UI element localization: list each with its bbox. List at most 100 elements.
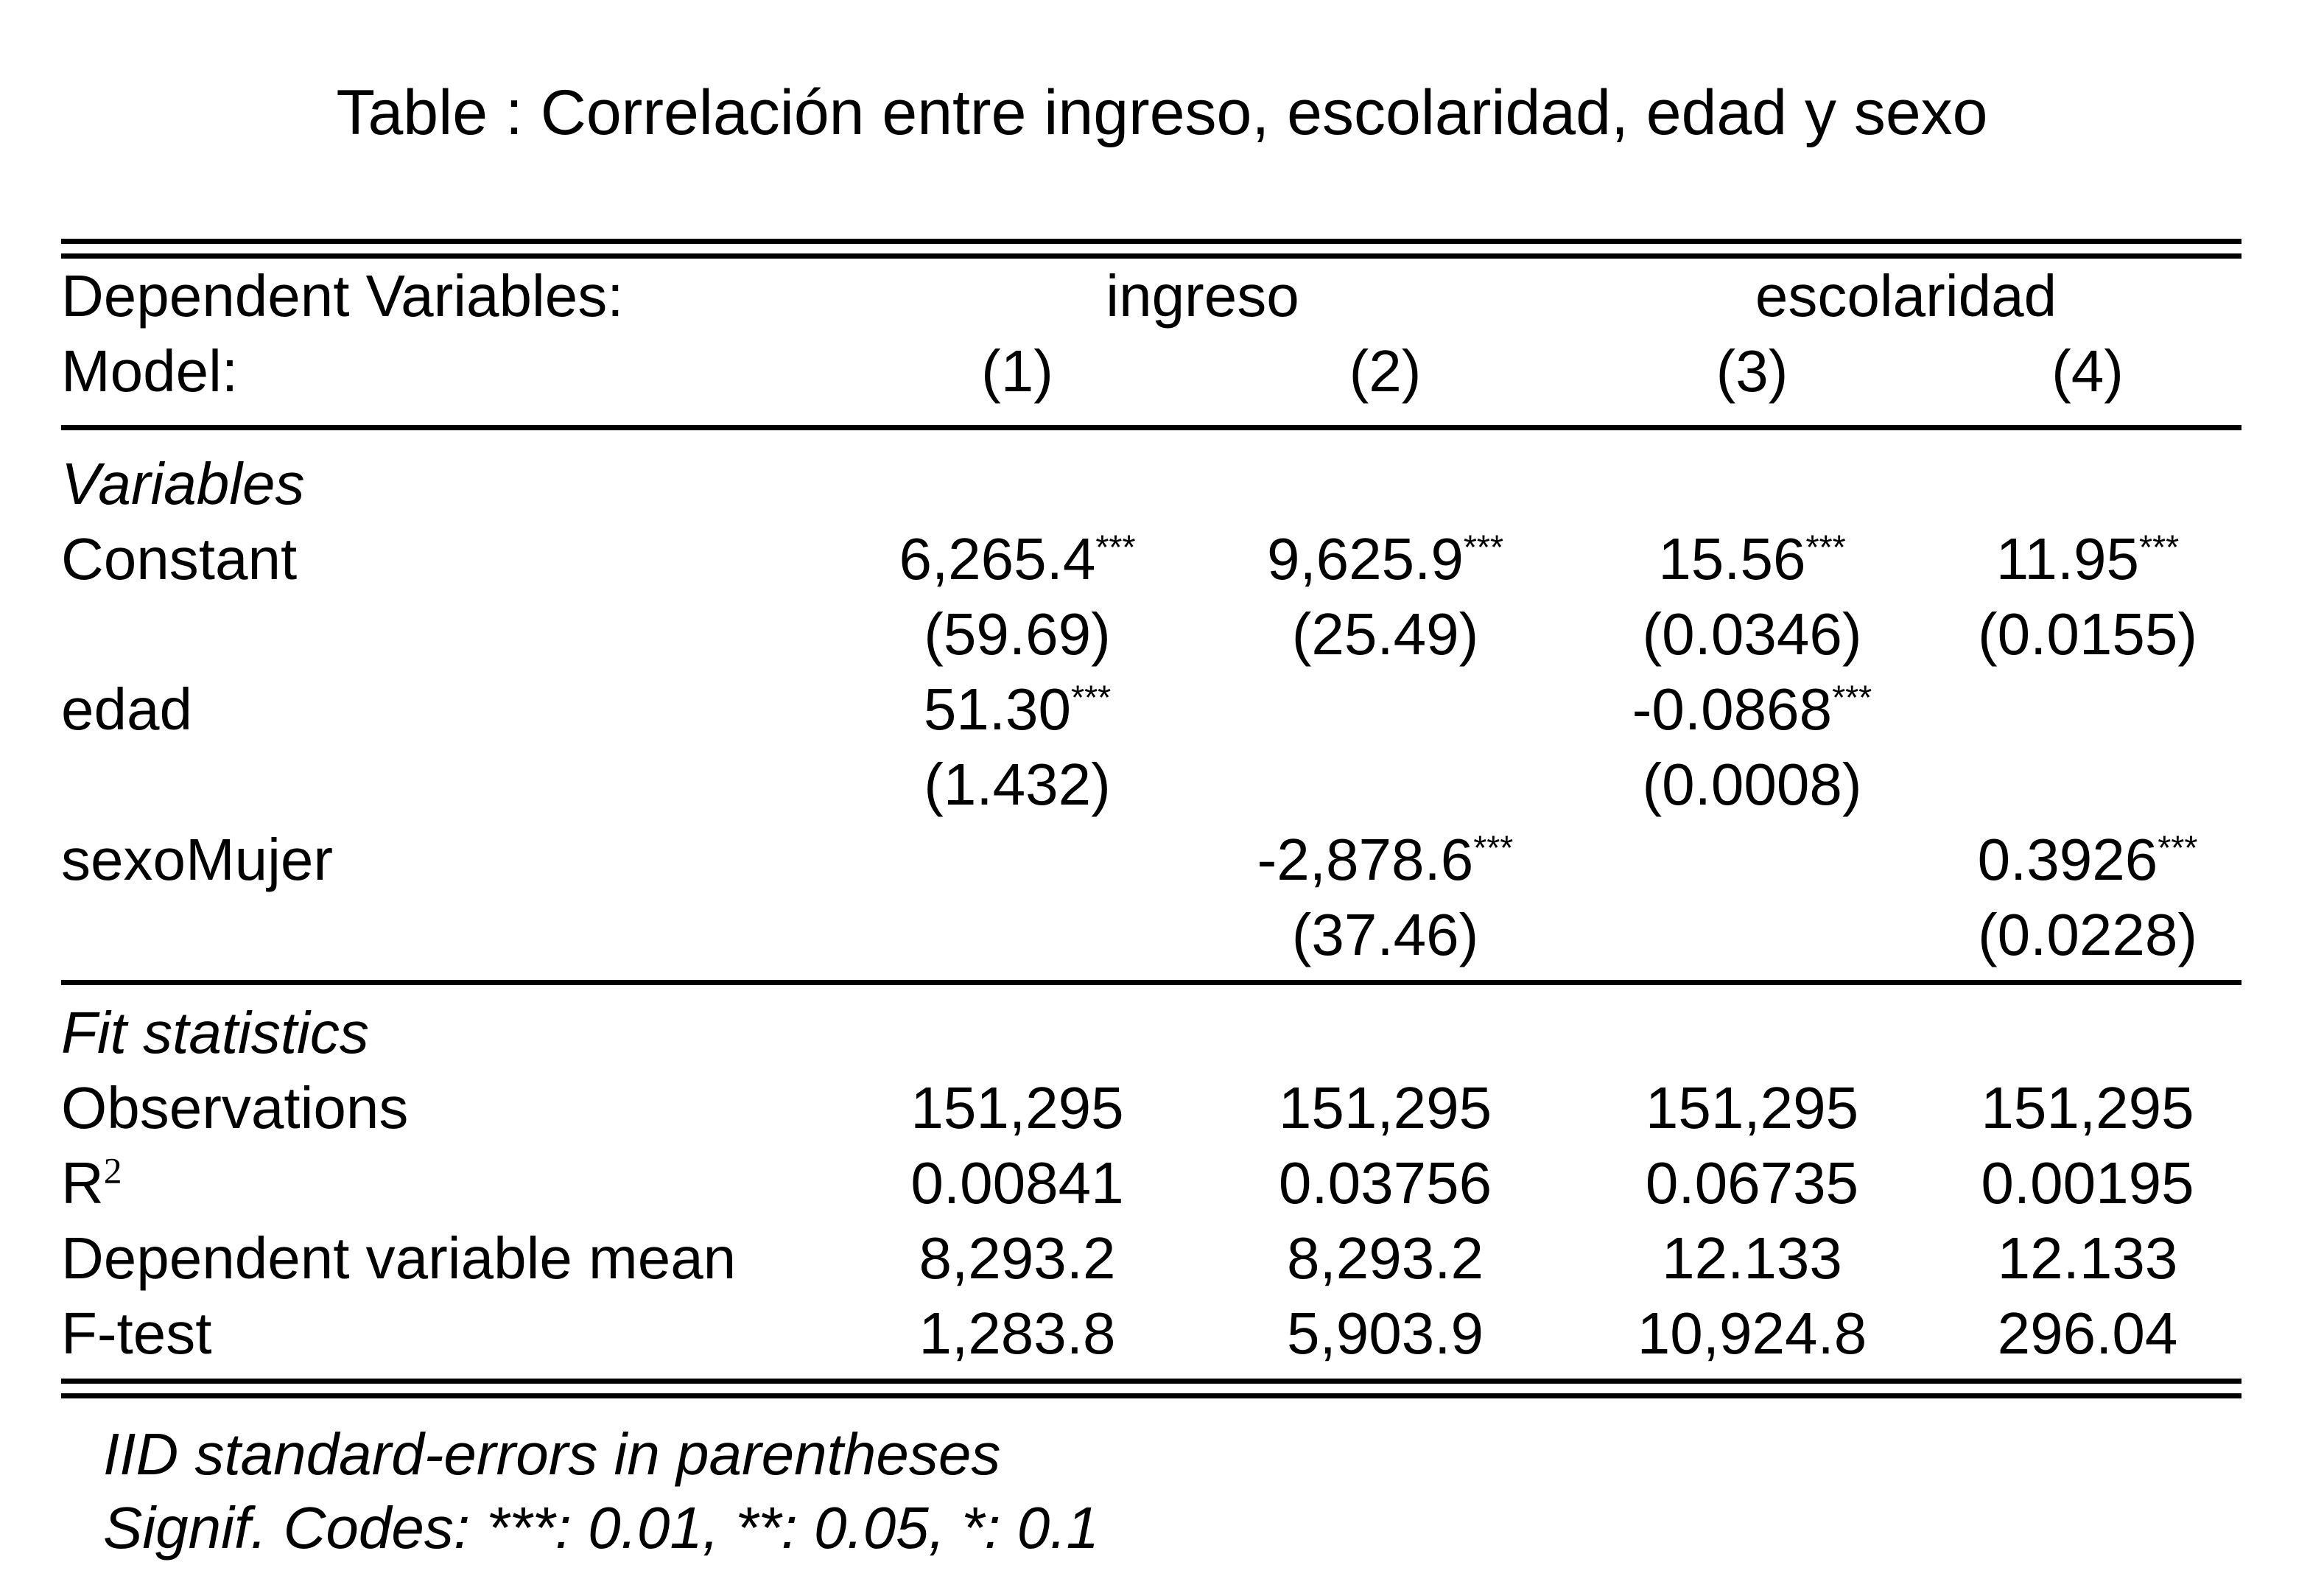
fit-value: 5,903.9 <box>1287 1300 1484 1366</box>
dependent-variables-row: Dependent Variables: ingreso escolaridad <box>61 256 2241 335</box>
fit-name: F-test <box>61 1300 212 1366</box>
signif-stars: *** <box>2158 828 2198 867</box>
regression-table: Dependent Variables: ingreso escolaridad… <box>61 239 2241 1398</box>
model-row: Model: (1) (2) (3) (4) <box>61 334 2241 428</box>
signif-stars: *** <box>1832 678 1872 717</box>
top-double-rule-line <box>61 239 2241 259</box>
fit-value: 0.06735 <box>1645 1150 1859 1216</box>
dependent-variables-label: Dependent Variables: <box>61 263 624 329</box>
se-name-spacer <box>61 897 835 983</box>
signif-stars: *** <box>1095 528 1136 567</box>
signif-stars: *** <box>2139 528 2180 567</box>
se-row-edad: (1.432) (0.0008) <box>61 747 2241 822</box>
se-cell: (25.49) <box>1291 601 1479 667</box>
se-name-spacer <box>61 597 835 672</box>
fit-value: 1,283.8 <box>919 1300 1116 1366</box>
table-title: Table : Correlación entre ingreso, escol… <box>336 77 1988 148</box>
coef-name: edad <box>61 676 192 742</box>
se-cell: (0.0228) <box>1978 902 2197 967</box>
note-signif-codes: Signif. Codes: ***: 0.01, **: 0.05, *: 0… <box>103 1495 1099 1561</box>
model-label: Model: <box>61 338 239 404</box>
coef-value: -0.0868 <box>1632 676 1833 742</box>
coef-cell: -0.0868*** <box>1570 672 1934 747</box>
note-standard-errors: IID standard-errors in parentheses <box>103 1421 1001 1487</box>
fit-value: 8,293.2 <box>1287 1225 1484 1291</box>
fit-row-depvar-mean: Dependent variable mean 8,293.2 8,293.2 … <box>61 1221 2241 1296</box>
coef-cell <box>1200 672 1570 747</box>
coef-value: 0.3926 <box>1977 827 2158 892</box>
coef-cell: 11.95*** <box>1934 522 2241 597</box>
coef-row-constant: Constant 6,265.4*** 9,625.9*** 15.56*** … <box>61 522 2241 597</box>
coef-cell: -2,878.6*** <box>1200 822 1570 897</box>
table-notes: IID standard-errors in parentheses Signi… <box>103 1418 2324 1565</box>
coef-value: 6,265.4 <box>899 526 1096 592</box>
fit-name: R2 <box>61 1146 835 1221</box>
coef-cell <box>1570 822 1934 897</box>
coef-cell <box>835 822 1200 897</box>
variables-section-row: Variables <box>61 430 2241 522</box>
coef-value: 51.30 <box>923 676 1072 742</box>
coef-row-sexomujer: sexoMujer -2,878.6*** 0.3926*** <box>61 822 2241 897</box>
fit-name: Dependent variable mean <box>61 1225 737 1291</box>
fit-separator-rule-line <box>61 980 2241 987</box>
coef-name: sexoMujer <box>61 827 334 892</box>
coef-value: -2,878.6 <box>1257 827 1474 892</box>
se-name-spacer <box>61 747 835 822</box>
depvar-group-escolaridad: escolaridad <box>1755 263 2057 329</box>
coef-cell: 9,625.9*** <box>1200 522 1570 597</box>
coef-cell: 6,265.4*** <box>835 522 1200 597</box>
top-double-rule <box>61 239 2241 259</box>
model-number-1: (1) <box>981 338 1053 404</box>
coef-cell: 51.30*** <box>835 672 1200 747</box>
se-cell <box>835 897 1200 983</box>
se-cell: (0.0155) <box>1978 601 2197 667</box>
signif-stars: *** <box>1805 528 1846 567</box>
fit-section-label: Fit statistics <box>61 1000 369 1065</box>
fit-section-row: Fit statistics <box>61 985 2241 1071</box>
coef-cell <box>1934 672 2241 747</box>
se-cell: (37.46) <box>1291 902 1479 967</box>
fit-value: 151,295 <box>910 1075 1124 1141</box>
coef-value: 15.56 <box>1658 526 1806 592</box>
coef-value: 11.95 <box>1995 526 2140 592</box>
coef-value: 9,625.9 <box>1266 526 1464 592</box>
coef-cell: 0.3926*** <box>1934 822 2241 897</box>
header-separator-rule-line <box>61 425 2241 432</box>
fit-value: 151,295 <box>1645 1075 1859 1141</box>
fit-value: 12.133 <box>1662 1225 1842 1291</box>
se-row-sexomujer: (37.46) (0.0228) <box>61 897 2241 983</box>
fit-value: 151,295 <box>1278 1075 1492 1141</box>
se-cell <box>1570 897 1934 983</box>
signif-stars: *** <box>1473 828 1514 867</box>
model-number-3: (3) <box>1716 338 1788 404</box>
fit-value: 10,924.8 <box>1637 1300 1867 1366</box>
se-row-constant: (59.69) (25.49) (0.0346) (0.0155) <box>61 597 2241 672</box>
coef-row-edad: edad 51.30*** -0.0868*** <box>61 672 2241 747</box>
se-cell: (59.69) <box>924 601 1111 667</box>
model-number-4: (4) <box>2051 338 2124 404</box>
fit-separator-rule <box>61 980 2241 987</box>
header-separator-rule <box>61 425 2241 432</box>
fit-value: 0.00195 <box>1981 1150 2194 1216</box>
fit-row-f-test: F-test 1,283.8 5,903.9 10,924.8 296.04 <box>61 1296 2241 1381</box>
signif-stars: *** <box>1071 678 1112 717</box>
coef-name: Constant <box>61 526 298 592</box>
variables-section-label: Variables <box>61 451 305 516</box>
se-cell: (0.0008) <box>1642 752 1862 817</box>
fit-value: 0.03756 <box>1278 1150 1492 1216</box>
fit-row-observations: Observations 151,295 151,295 151,295 151… <box>61 1071 2241 1146</box>
depvar-group-ingreso: ingreso <box>1106 263 1299 329</box>
bottom-double-rule-line <box>61 1379 2241 1398</box>
fit-name: Observations <box>61 1075 409 1141</box>
model-number-2: (2) <box>1349 338 1422 404</box>
se-cell <box>1200 747 1570 822</box>
se-cell: (0.0346) <box>1642 601 1862 667</box>
fit-value: 151,295 <box>1981 1075 2194 1141</box>
signif-stars: *** <box>1463 528 1504 567</box>
se-cell <box>1934 747 2241 822</box>
r-squared-exponent: 2 <box>103 1150 122 1191</box>
coef-cell: 15.56*** <box>1570 522 1934 597</box>
r-squared-base: R <box>61 1150 104 1216</box>
fit-value: 12.133 <box>1997 1225 2178 1291</box>
